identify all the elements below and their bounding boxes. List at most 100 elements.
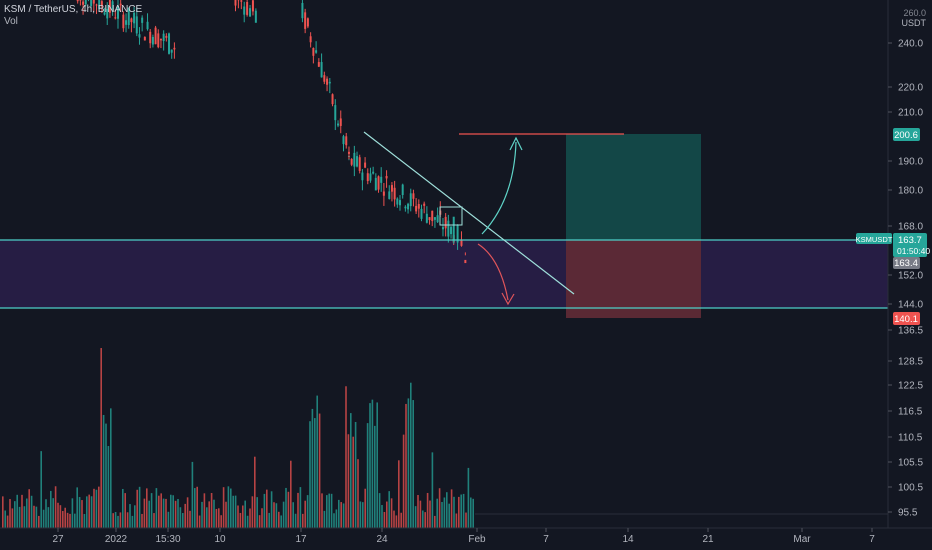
target-price-label: 200.6 bbox=[894, 130, 918, 141]
volume-bar bbox=[350, 413, 352, 528]
candle-body bbox=[98, 0, 101, 9]
price-tick-label: 100.5 bbox=[898, 483, 923, 494]
volume-bar bbox=[333, 513, 335, 528]
volume-bar bbox=[323, 510, 326, 528]
candle-body bbox=[234, 0, 237, 6]
candle-body bbox=[433, 217, 436, 220]
candle-body bbox=[334, 105, 337, 121]
volume-bar bbox=[124, 493, 126, 528]
volume-bar bbox=[398, 460, 400, 528]
volume-bar bbox=[249, 508, 251, 528]
volume-bar bbox=[78, 497, 81, 528]
volume-bar bbox=[244, 500, 246, 528]
candle-body bbox=[380, 176, 383, 183]
volume-bar bbox=[318, 413, 321, 528]
candle-body bbox=[127, 7, 130, 26]
volume-bar bbox=[40, 451, 42, 528]
target-price-marker: 200.6 bbox=[893, 128, 920, 141]
candle-body bbox=[90, 0, 93, 7]
candle-body bbox=[388, 191, 391, 199]
volume-bar bbox=[388, 491, 390, 528]
volume-bar bbox=[222, 487, 225, 528]
volume-bar bbox=[160, 493, 162, 528]
time-tick-label: 24 bbox=[376, 534, 388, 545]
bearish-arrow[interactable] bbox=[477, 243, 509, 301]
volume-bar bbox=[258, 515, 261, 528]
volume-bar bbox=[316, 395, 318, 528]
volume-bar bbox=[69, 513, 71, 528]
volume-bar bbox=[383, 511, 386, 528]
consolidation-box[interactable] bbox=[439, 206, 463, 226]
volume-bar bbox=[155, 488, 158, 528]
volume-bar bbox=[88, 494, 90, 528]
volume-bar bbox=[374, 425, 376, 528]
volume-bar bbox=[400, 512, 402, 528]
price-tick-label: 136.5 bbox=[898, 326, 923, 337]
candle-body bbox=[249, 8, 252, 17]
volume-bar bbox=[448, 503, 450, 528]
volume-bar bbox=[21, 494, 23, 528]
candle-body bbox=[309, 36, 312, 43]
descending-trendline[interactable] bbox=[363, 131, 575, 295]
volume-bar bbox=[232, 495, 234, 528]
volume-bar bbox=[230, 488, 232, 528]
price-tick-label: 210.0 bbox=[898, 108, 923, 119]
price-axis[interactable]: 240.0 220.0 210.0 190.0 180.0 168.0 152.0 144.0… bbox=[888, 39, 923, 519]
volume-bar bbox=[314, 418, 316, 528]
candle-body bbox=[103, 12, 106, 15]
profit-zone bbox=[566, 134, 701, 240]
volume-bar bbox=[90, 496, 93, 528]
price-tick-label: 95.5 bbox=[898, 508, 918, 519]
price-tick-label: 128.5 bbox=[898, 357, 923, 368]
candle-body bbox=[339, 118, 342, 126]
time-axis[interactable]: 27 2022 15:30 10 17 24 Feb 7 14 21 Mar 7 bbox=[52, 528, 875, 545]
volume-bar bbox=[201, 501, 203, 528]
volume-bar bbox=[143, 498, 146, 528]
candle-body bbox=[135, 16, 138, 34]
candle-body bbox=[154, 27, 157, 45]
volume-bar bbox=[352, 436, 354, 528]
candle-body bbox=[353, 152, 356, 167]
bearish-arrow-head bbox=[501, 292, 515, 306]
volume-bar bbox=[95, 489, 98, 528]
price-tick-label: 180.0 bbox=[898, 186, 923, 197]
volume-bar bbox=[23, 506, 26, 528]
volume-bar bbox=[422, 510, 424, 528]
candle-body bbox=[464, 259, 467, 264]
candle-body bbox=[460, 239, 463, 246]
candle-body bbox=[95, 4, 98, 6]
candle-body bbox=[173, 47, 176, 50]
volume-bar bbox=[64, 507, 66, 528]
bullish-arrow-head bbox=[509, 136, 523, 151]
volume-bar bbox=[131, 515, 134, 528]
last-price-marker: 163.4 bbox=[893, 257, 920, 269]
volume-bar bbox=[50, 490, 52, 528]
volume-bar bbox=[220, 515, 222, 528]
candle-body bbox=[159, 38, 162, 41]
symbol-title[interactable]: KSM / TetherUS, 4h, BINANCE bbox=[4, 4, 143, 15]
time-tick-label: 7 bbox=[869, 534, 875, 545]
price-tick-label: 240.0 bbox=[898, 39, 923, 50]
volume-bar bbox=[76, 487, 78, 528]
volume-bar bbox=[198, 515, 201, 528]
volume-bar bbox=[290, 460, 292, 528]
time-tick-label: Mar bbox=[793, 534, 811, 545]
bullish-arrow[interactable] bbox=[481, 141, 517, 235]
candle-body bbox=[246, 2, 249, 15]
volume-bar bbox=[66, 512, 69, 528]
chart-legend[interactable]: KSM / TetherUS, 4h, BINANCE Vol bbox=[4, 4, 142, 28]
volume-bar bbox=[52, 498, 54, 528]
candle-body bbox=[243, 6, 246, 15]
volume-bar bbox=[359, 501, 362, 528]
candle-body bbox=[356, 156, 359, 167]
volume-bar bbox=[93, 488, 95, 528]
volume-bar bbox=[62, 511, 64, 528]
candle-body bbox=[450, 226, 453, 235]
volume-bar bbox=[179, 507, 182, 528]
volume-bar bbox=[326, 495, 328, 528]
volume-bar bbox=[54, 486, 57, 528]
volume-label[interactable]: Vol bbox=[4, 16, 18, 27]
price-axis-header: 260.0 USDT bbox=[902, 8, 927, 28]
candle-body bbox=[116, 6, 119, 19]
